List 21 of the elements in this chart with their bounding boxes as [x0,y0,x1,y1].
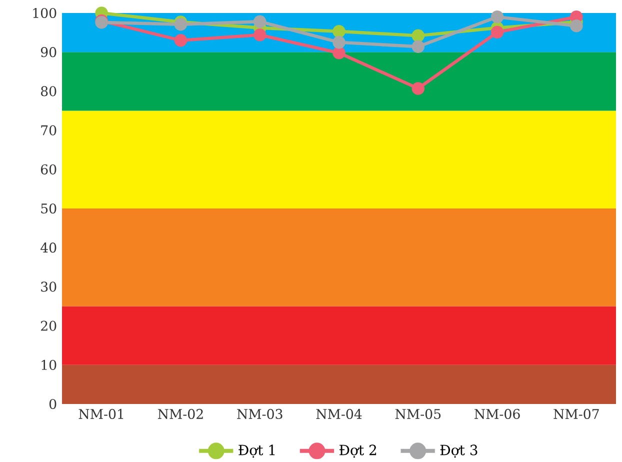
x-tick-label: NM-03 [237,408,282,420]
y-tick-label: 40 [40,242,56,253]
x-tick-label: NM-01 [78,408,124,420]
y-tick-label: 100 [33,8,56,18]
x-tick-label: NM-02 [158,408,203,420]
y-tick-label: 30 [41,282,56,292]
y-tick-label: 70 [41,125,56,136]
y-tick-label: 20 [41,320,56,331]
x-tick-label: NM-05 [395,408,441,420]
y-tick-label: 80 [41,86,56,96]
legend-label: Đợt 3 [440,444,478,458]
y-tick-label: 90 [40,47,56,58]
legend-label: Đợt 2 [339,444,376,458]
y-tick-label: 0 [49,398,56,410]
y-tick-label: 10 [42,360,56,370]
x-tick-label: NM-07 [554,408,599,420]
y-tick-label: 60 [41,164,56,174]
x-tick-label: NM-06 [474,408,520,420]
x-tick-label: NM-04 [316,408,362,420]
y-tick-label: 50 [41,203,56,214]
legend-label: Đợt 1 [238,444,275,458]
